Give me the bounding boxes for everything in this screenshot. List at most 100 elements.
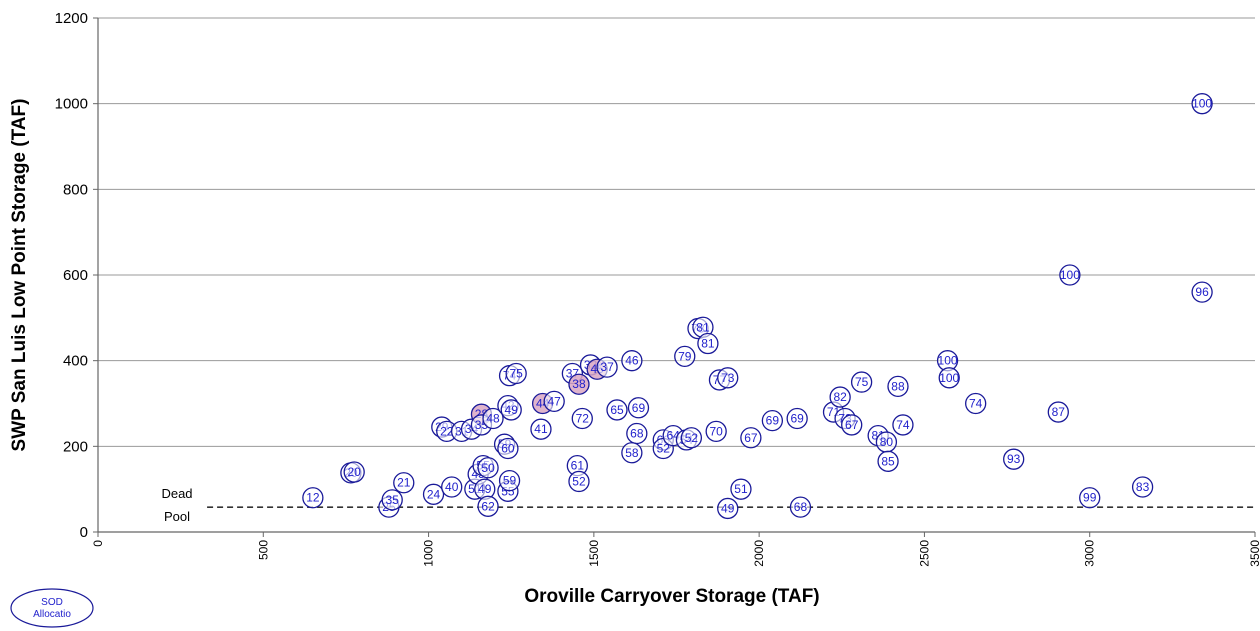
x-tick-label: 3500 <box>1248 540 1260 567</box>
point-label: 100 <box>1192 97 1212 111</box>
data-point: 87 <box>1047 401 1069 423</box>
data-point: 41 <box>530 418 552 440</box>
point-marker <box>740 427 762 449</box>
data-point: 47 <box>543 390 565 413</box>
point-marker <box>877 450 899 472</box>
y-tick-label: 1200 <box>55 10 88 27</box>
point-label: 47 <box>548 394 562 408</box>
point-marker <box>892 414 914 436</box>
data-point: 49 <box>717 497 739 520</box>
dead-pool-label-line2: Pool <box>164 509 190 524</box>
data-point: 65 <box>606 399 628 421</box>
point-marker <box>717 367 739 389</box>
point-marker <box>606 399 628 421</box>
data-point: 72 <box>571 407 593 430</box>
data-point: 93 <box>1003 448 1025 470</box>
data-point: 59 <box>498 469 521 492</box>
data-point: 61 <box>566 454 588 477</box>
data-point: 81 <box>697 332 719 355</box>
point-label: 52 <box>657 441 671 455</box>
point-label: 65 <box>610 403 624 417</box>
x-tick-label: 2500 <box>917 540 931 567</box>
point-marker <box>393 472 415 494</box>
data-point: 48 <box>482 407 504 430</box>
data-point: 74 <box>965 392 987 415</box>
data-point: 74 <box>892 414 914 436</box>
point-label: 37 <box>600 360 614 374</box>
data-points: 1220202535212440292231342835485145555049… <box>302 93 1213 520</box>
x-tick-label: 1500 <box>587 540 601 567</box>
y-tick-label: 200 <box>63 438 88 455</box>
data-point: 49 <box>500 399 522 421</box>
point-marker <box>497 437 519 460</box>
point-label: 69 <box>790 411 804 425</box>
point-label: 100 <box>1060 268 1080 282</box>
point-label: 75 <box>509 367 523 381</box>
point-marker <box>841 414 863 436</box>
point-marker <box>789 496 812 518</box>
data-point: 75 <box>850 371 873 393</box>
point-marker <box>530 418 552 440</box>
y-tick-label: 1000 <box>55 96 88 113</box>
point-marker <box>1131 476 1154 498</box>
data-point: 81 <box>692 316 714 338</box>
point-label: 93 <box>1007 452 1021 466</box>
data-point: 60 <box>497 437 519 460</box>
data-point: 100 <box>1059 264 1081 286</box>
legend-label-line1: SOD <box>41 597 63 608</box>
y-tick-label: 600 <box>63 267 88 284</box>
x-tick-label: 2000 <box>752 540 766 567</box>
point-label: 99 <box>1083 491 1097 505</box>
data-point: 100 <box>1191 93 1213 115</box>
data-point: 69 <box>761 409 784 432</box>
point-label: 100 <box>939 371 959 385</box>
data-point: 62 <box>477 495 499 517</box>
point-label: 52 <box>572 474 586 488</box>
data-point: 68 <box>789 496 812 518</box>
legend-marker <box>10 588 94 628</box>
point-marker <box>674 345 696 368</box>
point-marker <box>938 367 960 389</box>
data-point: 100 <box>938 367 960 389</box>
point-label: 85 <box>881 454 895 468</box>
point-marker <box>596 356 618 378</box>
point-marker <box>1003 448 1025 470</box>
y-tick-label: 400 <box>63 353 88 370</box>
point-label: 80 <box>880 435 894 449</box>
data-point: 96 <box>1191 281 1213 303</box>
point-marker <box>1059 264 1081 286</box>
data-point: 79 <box>674 345 696 368</box>
point-marker <box>543 390 565 413</box>
point-label: 83 <box>1136 480 1150 494</box>
point-label: 22 <box>440 424 454 438</box>
point-label: 24 <box>427 487 441 501</box>
point-label: 73 <box>721 371 735 385</box>
point-marker <box>422 483 445 505</box>
point-marker <box>850 371 873 393</box>
data-point: 67 <box>841 414 863 436</box>
data-point: 99 <box>1079 487 1101 509</box>
point-label: 81 <box>696 320 710 334</box>
x-tick-labels: 0 500 1000 1500 2000 2500 3000 3500 <box>91 532 1260 567</box>
data-point: 51 <box>730 478 752 500</box>
point-marker <box>717 497 739 520</box>
point-marker <box>343 461 365 483</box>
point-label: 49 <box>505 403 519 417</box>
x-tick-label: 1000 <box>422 540 436 567</box>
point-marker <box>621 350 643 372</box>
y-axis-title: SWP San Luis Low Point Storage (TAF) <box>9 99 30 452</box>
point-label: 62 <box>481 499 495 513</box>
data-point: 35 <box>381 489 403 511</box>
point-label: 59 <box>503 474 517 488</box>
data-point: 52 <box>568 470 590 493</box>
point-label: 96 <box>1195 285 1209 299</box>
data-point: 52 <box>680 427 703 449</box>
data-point: 37 <box>596 356 618 378</box>
data-point: 20 <box>343 461 365 483</box>
point-label: 35 <box>386 493 400 507</box>
point-marker <box>381 489 403 511</box>
grid-lines <box>98 17 1255 447</box>
point-marker <box>730 478 752 500</box>
point-label: 81 <box>701 337 715 351</box>
